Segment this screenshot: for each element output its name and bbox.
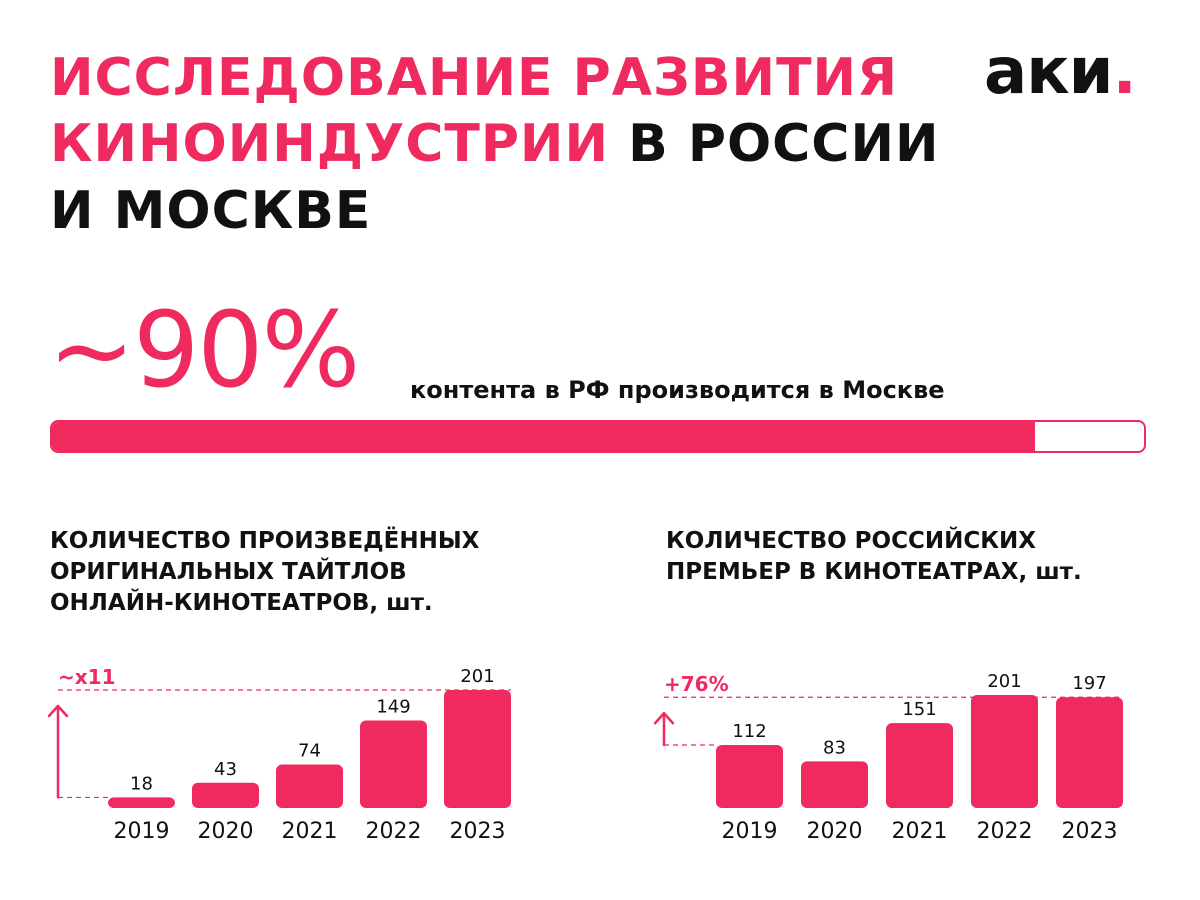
page-title-rest: В РОССИИ: [608, 114, 940, 174]
chart-title-line: КОЛИЧЕСТВО ПРОИЗВЕДЁННЫХ: [50, 528, 480, 554]
highlight-caption: контента в РФ производится в Москве: [410, 376, 945, 404]
cinema-premieres-growth-label: +76%: [664, 672, 729, 696]
moscow-share-progress-bar: [50, 420, 1146, 453]
online-titles-value-label: 43: [214, 759, 237, 780]
logo-text: аки: [984, 35, 1113, 109]
page-title-line-1: ИССЛЕДОВАНИЕ РАЗВИТИЯ: [50, 48, 899, 108]
cinema-premieres-category-label: 2022: [977, 819, 1033, 844]
chart-title-line: ОРИГИНАЛЬНЫХ ТАЙТЛОВ: [50, 559, 407, 585]
page-title-line-3: И МОСКВЕ: [50, 181, 372, 241]
chart-title-online-titles: КОЛИЧЕСТВО ПРОИЗВЕДЁННЫХ ОРИГИНАЛЬНЫХ ТА…: [50, 526, 479, 619]
chart-title-line: ОНЛАЙН-КИНОТЕАТРОВ, шт.: [50, 590, 433, 616]
aki-logo: аки.: [984, 40, 1137, 104]
online-titles-category-label: 2019: [114, 819, 170, 844]
cinema-premieres-category-label: 2019: [722, 819, 778, 844]
chart-title-line: ПРЕМЬЕР В КИНОТЕАТРАХ, шт.: [666, 559, 1082, 585]
moscow-share-progress-fill: [52, 422, 1035, 451]
cinema-premieres-value-label: 83: [823, 737, 846, 758]
cinema-premieres-category-label: 2020: [807, 819, 863, 844]
cinema-premieres-arrow-head-icon: [653, 711, 675, 725]
cinema-premieres-bar-2022: [971, 695, 1038, 808]
online-titles-category-label: 2021: [282, 819, 338, 844]
highlight-value: ~90%: [48, 289, 360, 411]
online-titles-growth-label: ~x11: [58, 665, 116, 689]
online-titles-bar-2023: [444, 690, 511, 808]
online-titles-category-label: 2020: [198, 819, 254, 844]
online-titles-bar-2020: [192, 782, 259, 808]
cinema-premieres-value-label: 112: [732, 721, 766, 742]
online-titles-bar-2019: [108, 797, 175, 808]
cinema-premieres-value-label: 197: [1072, 673, 1106, 694]
online-titles-value-label: 18: [130, 773, 153, 794]
online-titles-arrow-head-icon: [47, 704, 69, 718]
cinema-premieres-bar-2019: [716, 745, 783, 808]
online-titles-value-label: 74: [298, 741, 321, 762]
cinema-premieres-category-label: 2023: [1062, 819, 1118, 844]
chart-title-cinema-premieres: КОЛИЧЕСТВО РОССИЙСКИХ ПРЕМЬЕР В КИНОТЕАТ…: [666, 526, 1082, 588]
cinema-premieres-bar-chart: 112 2019 83 2020 151 2021 201 2022 197 2023 +76%: [653, 671, 1123, 844]
chart-title-line: КОЛИЧЕСТВО РОССИЙСКИХ: [666, 528, 1036, 554]
online-titles-category-label: 2023: [450, 819, 506, 844]
online-titles-bar-2022: [360, 720, 427, 808]
cinema-premieres-value-label: 151: [902, 699, 936, 720]
online-titles-value-label: 201: [460, 666, 494, 687]
cinema-premieres-value-label: 201: [987, 671, 1021, 692]
online-titles-value-label: 149: [376, 697, 410, 718]
online-titles-bar-chart: 18 2019 43 2020 74 2021 149 2022 201 2023 ~x11: [47, 665, 511, 844]
cinema-premieres-bar-2021: [886, 723, 953, 808]
logo-dot: .: [1112, 35, 1136, 109]
cinema-premieres-category-label: 2021: [892, 819, 948, 844]
online-titles-category-label: 2022: [366, 819, 422, 844]
cinema-premieres-bar-2020: [801, 761, 868, 808]
online-titles-bar-2021: [276, 764, 343, 808]
cinema-premieres-bar-2023: [1056, 697, 1123, 808]
page-title-line-2: КИНОИНДУСТРИИ В РОССИИ: [50, 118, 940, 170]
page-title-highlight: КИНОИНДУСТРИИ: [50, 114, 609, 174]
